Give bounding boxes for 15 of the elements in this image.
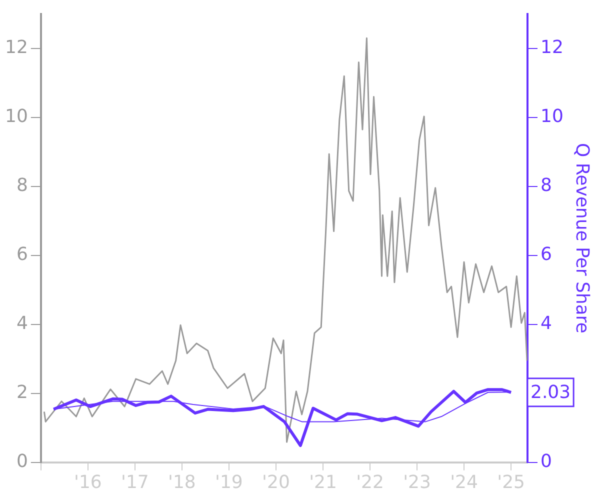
y-tick-label: 8	[16, 175, 28, 196]
y-tick-label: 12	[5, 37, 28, 58]
y-tick-label: 10	[5, 106, 28, 128]
y-tick-label: 4	[16, 313, 28, 334]
y-tick-label: 0	[16, 451, 28, 472]
data-label: 2.03	[530, 382, 571, 404]
y-tick-label: 2	[16, 382, 28, 404]
y2-tick-label: 8	[540, 175, 552, 196]
y2-tick-label: 4	[540, 313, 552, 334]
y2-tick-label: 6	[540, 244, 552, 266]
y2-tick-label: 0	[540, 451, 552, 472]
y2-tick-label: 12	[540, 37, 564, 58]
y-tick-label: 6	[16, 244, 28, 266]
y2-axis-title: Q Revenue Per Share	[572, 143, 593, 334]
y2-tick-label: 10	[540, 106, 564, 128]
